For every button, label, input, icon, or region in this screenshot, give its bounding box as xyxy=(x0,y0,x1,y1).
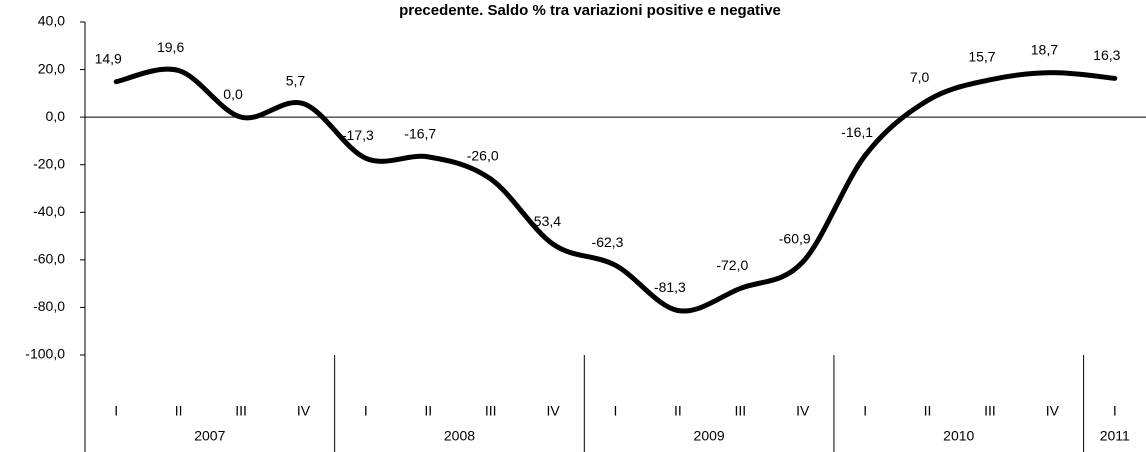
data-label: 16,3 xyxy=(1093,47,1120,63)
data-label: 18,7 xyxy=(1031,41,1058,57)
data-label: -16,1 xyxy=(841,124,873,140)
x-tick-label: III xyxy=(485,403,497,419)
x-tick-label: II xyxy=(674,403,682,419)
data-label: -17,3 xyxy=(342,127,374,143)
x-tick-label: I xyxy=(1113,403,1117,419)
y-tick-label: -40,0 xyxy=(33,203,65,219)
y-tick-label: -80,0 xyxy=(33,298,65,314)
group-label: 2010 xyxy=(943,428,974,444)
x-tick-label: IV xyxy=(297,403,311,419)
x-tick-label: II xyxy=(924,403,932,419)
x-tick-label: II xyxy=(424,403,432,419)
x-tick-label: IV xyxy=(1046,403,1060,419)
x-tick-label: IV xyxy=(796,403,810,419)
data-label: -16,7 xyxy=(404,126,436,142)
x-tick-label: III xyxy=(734,403,746,419)
data-label: 19,6 xyxy=(157,39,184,55)
data-label: 14,9 xyxy=(95,50,122,66)
data-label: 0,0 xyxy=(223,86,243,102)
y-tick-label: -60,0 xyxy=(33,251,65,267)
data-label: 5,7 xyxy=(286,72,306,88)
data-label: -72,0 xyxy=(716,257,748,273)
x-tick-label: IV xyxy=(546,403,560,419)
y-tick-label: 40,0 xyxy=(38,13,65,29)
x-tick-label: III xyxy=(235,403,247,419)
data-label: 7,0 xyxy=(910,69,930,85)
data-label: -26,0 xyxy=(467,148,499,164)
x-tick-label: II xyxy=(175,403,183,419)
line xyxy=(113,66,1118,314)
data-label: -62,3 xyxy=(592,234,624,250)
x-tick-label: I xyxy=(863,403,867,419)
data-label: -60,9 xyxy=(779,231,811,247)
x-tick-label: I xyxy=(614,403,618,419)
data-label: -53,4 xyxy=(529,213,561,229)
y-tick-label: 0,0 xyxy=(46,108,66,124)
y-tick-label: -100,0 xyxy=(25,346,65,362)
y-tick-label: -20,0 xyxy=(33,155,65,171)
data-label: -81,3 xyxy=(654,279,686,295)
x-tick-label: I xyxy=(114,403,118,419)
data-label: 15,7 xyxy=(968,49,995,65)
x-tick-label: III xyxy=(984,403,996,419)
group-label: 2007 xyxy=(194,428,225,444)
chart-title: precedente. Saldo % tra variazioni posit… xyxy=(399,2,781,19)
group-label: 2011 xyxy=(1100,428,1130,444)
x-tick-label: I xyxy=(364,403,368,419)
group-label: 2008 xyxy=(444,428,475,444)
y-tick-label: 20,0 xyxy=(38,60,65,76)
group-label: 2009 xyxy=(694,428,725,444)
